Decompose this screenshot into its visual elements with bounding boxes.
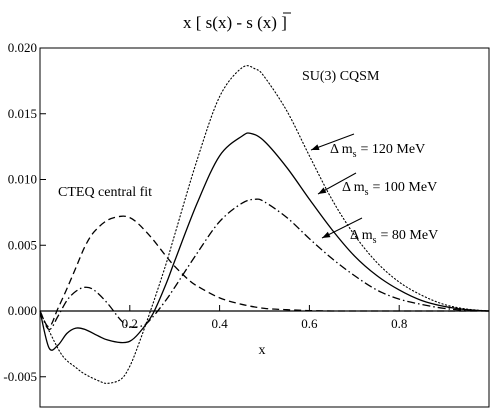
y-tick-label: 0.000 — [8, 303, 37, 318]
arrow-0 — [310, 133, 355, 151]
series-line-0 — [39, 65, 490, 384]
axis-ticks: -0.005 0.000 0.005 0.010 0.015 0.020 0.2 0.4 0.6… — [3, 40, 407, 384]
x-tick-label: 0.2 — [122, 316, 138, 331]
y-tick-label: 0.020 — [8, 40, 37, 55]
chart-title: x [ s(x) - s (x) ] — [183, 12, 291, 32]
arrow-1 — [317, 172, 357, 195]
y-tick-label: 0.010 — [8, 172, 37, 187]
curve-arrows — [310, 133, 363, 239]
x-tick-label: 0.6 — [301, 316, 318, 331]
curve-label-0: Δ ms = 120 MeV — [330, 142, 425, 160]
series-line-2 — [39, 198, 490, 331]
curve-labels: Δ ms = 120 MeV Δ ms = 100 MeV Δ ms = 80 MeV — [330, 142, 438, 246]
series-group — [39, 65, 490, 384]
y-tick-label: 0.005 — [8, 237, 37, 252]
x-tick-label: 0.4 — [211, 316, 228, 331]
x-axis-label: x — [259, 343, 266, 358]
curve-label-2: Δ ms = 80 MeV — [350, 228, 438, 246]
arrow-2 — [321, 217, 363, 239]
plot-frame — [39, 47, 490, 408]
chart-title-text: x [ s(x) - s (x) ] — [183, 13, 287, 32]
curve-label-1: Δ ms = 100 MeV — [342, 180, 437, 198]
x-tick-label: 0.8 — [391, 316, 407, 331]
annotation-cteq: CTEQ central fit — [58, 185, 152, 200]
y-tick-label: -0.005 — [3, 369, 37, 384]
series-line-3 — [39, 215, 489, 328]
annotation-su3-cqsm: SU(3) CQSM — [302, 69, 380, 84]
y-tick-label: 0.015 — [8, 106, 37, 121]
series-line-1 — [39, 132, 490, 351]
